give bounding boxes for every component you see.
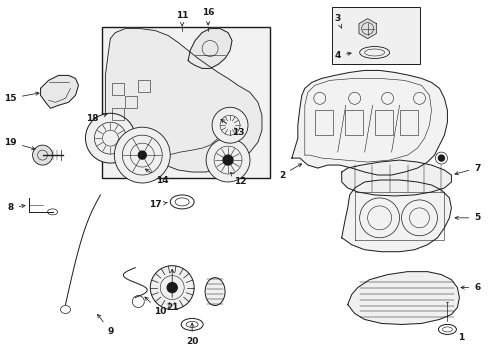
Bar [112,108,124,120]
Polygon shape [188,28,232,68]
Bar [102,27,269,178]
Circle shape [114,127,170,183]
Text: 5: 5 [454,213,480,222]
Text: 18: 18 [86,113,107,123]
Text: 6: 6 [460,283,480,292]
Text: 11: 11 [176,11,188,26]
Bar [112,84,124,95]
Polygon shape [347,272,458,324]
Polygon shape [341,160,450,196]
Text: 19: 19 [4,138,35,150]
Text: 21: 21 [165,269,178,312]
Bar [138,80,150,92]
Bar [399,110,417,135]
Text: 16: 16 [202,8,214,25]
Circle shape [212,107,247,143]
Text: 13: 13 [221,120,244,137]
Text: 20: 20 [185,323,198,346]
Circle shape [33,145,52,165]
Ellipse shape [204,278,224,306]
Text: 17: 17 [149,201,167,210]
Polygon shape [341,180,450,252]
Text: 1: 1 [457,333,464,342]
Text: 4: 4 [334,51,350,60]
Text: 8: 8 [7,203,25,212]
Text: 12: 12 [230,172,246,186]
Polygon shape [291,71,447,175]
Circle shape [150,266,194,310]
Text: 2: 2 [278,164,301,180]
Text: 14: 14 [145,169,168,185]
Bar [314,110,332,135]
Circle shape [223,155,233,165]
Text: 10: 10 [144,297,166,316]
Text: 9: 9 [98,314,113,336]
Bar [125,96,137,108]
Circle shape [438,155,444,161]
Circle shape [167,283,177,293]
Circle shape [85,113,135,163]
Polygon shape [105,28,262,172]
Circle shape [205,138,249,182]
Bar [344,110,362,135]
Text: 15: 15 [4,92,39,103]
Polygon shape [358,19,375,39]
Bar [331,7,419,64]
Text: 7: 7 [454,163,480,175]
Circle shape [138,151,146,159]
Text: 3: 3 [334,14,341,28]
Bar [374,110,392,135]
Polygon shape [41,75,78,108]
